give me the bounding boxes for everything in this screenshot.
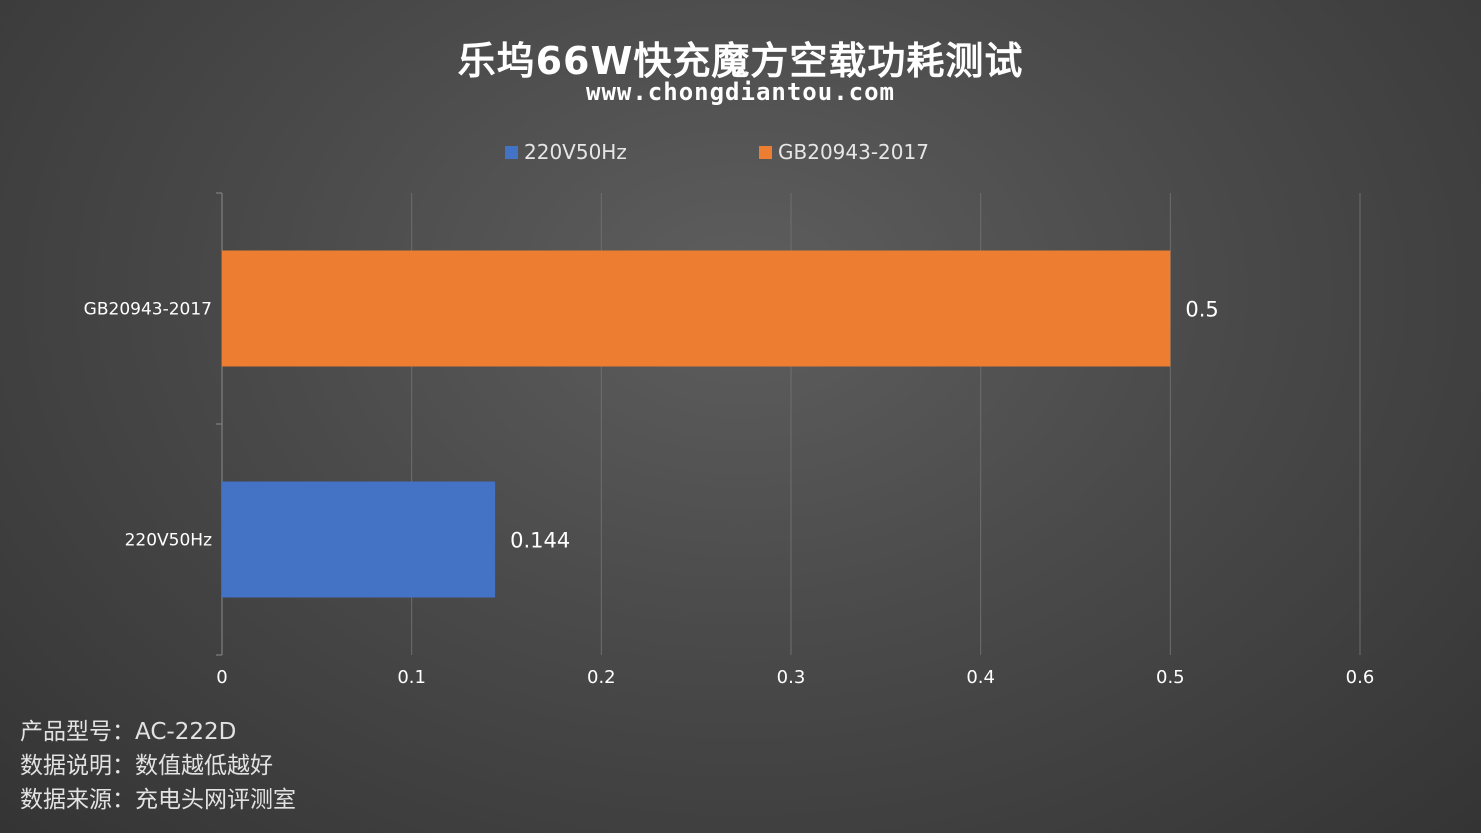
x-tick-label: 0.1	[397, 667, 426, 688]
footer-data-note: 数据说明：数值越低越好	[20, 753, 273, 779]
x-tick-label: 0	[216, 667, 227, 688]
legend-item-220v50hz: 220V50Hz	[505, 140, 627, 164]
legend-swatch-220v50hz	[505, 145, 518, 159]
chart-legend: 220V50Hz GB20943-2017	[0, 140, 1481, 168]
legend-label-gb20943: GB20943-2017	[778, 140, 929, 164]
footer-notes: 产品型号：AC-222D 数据说明：数值越低越好 数据来源：充电头网评测室	[20, 715, 296, 817]
data-label: 0.144	[510, 529, 570, 553]
legend-item-gb20943: GB20943-2017	[759, 140, 929, 164]
bar	[222, 250, 1171, 367]
x-tick-label: 0.6	[1346, 667, 1375, 688]
chart-subtitle: www.chongdiantou.com	[586, 78, 895, 106]
x-tick-label: 0.2	[587, 667, 616, 688]
x-tick-label: 0.5	[1156, 667, 1185, 688]
legend-label-220v50hz: 220V50Hz	[524, 140, 627, 164]
x-tick-label: 0.4	[966, 667, 995, 688]
bar	[222, 481, 496, 598]
data-label: 0.5	[1185, 298, 1218, 322]
y-category-label: 220V50Hz	[125, 531, 212, 551]
footer-source: 数据来源：充电头网评测室	[20, 787, 296, 813]
y-category-label: GB20943-2017	[84, 300, 212, 320]
footer-model: 产品型号：AC-222D	[20, 719, 237, 745]
legend-swatch-gb20943	[759, 145, 772, 159]
x-tick-label: 0.3	[777, 667, 806, 688]
chart-title: 乐坞66W快充魔方空载功耗测试	[457, 39, 1024, 83]
